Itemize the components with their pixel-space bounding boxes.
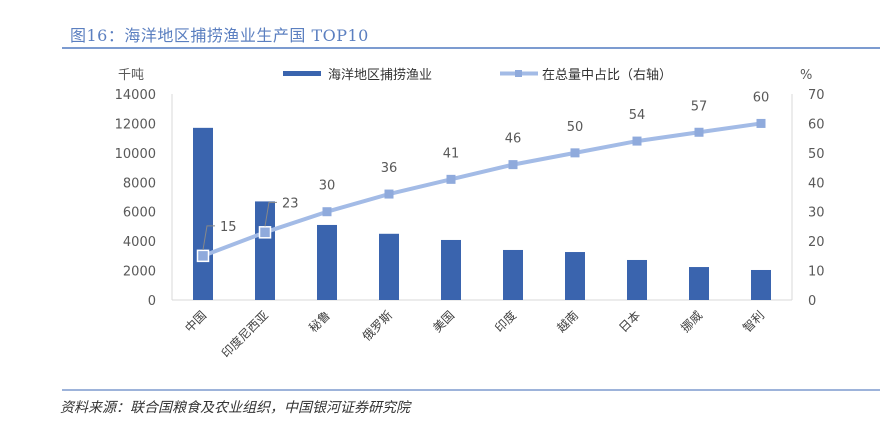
left-tick-label: 12000 (115, 117, 156, 132)
combo-chart: 0 2000 4000 6000 8000 10000 12000 14000 0 10 20 30 4… (115, 67, 825, 361)
bar (689, 267, 709, 300)
category-label: 日本 (616, 308, 643, 335)
source-rule (62, 389, 880, 391)
category-label: 俄罗斯 (360, 308, 395, 343)
leader-line (264, 201, 277, 227)
bar (317, 224, 337, 300)
axes: 0 2000 4000 6000 8000 10000 12000 14000 0 10 20 30 4… (115, 88, 825, 309)
legend-bar-label: 海洋地区捕捞渔业 (328, 67, 432, 83)
category-label: 越南 (554, 308, 582, 336)
line-marker (632, 136, 642, 146)
category-label: 中国 (182, 308, 210, 336)
data-label: 60 (753, 90, 770, 105)
right-tick-label: 40 (808, 176, 825, 191)
category-label: 印度尼西亚 (218, 308, 271, 361)
left-tick-label: 4000 (123, 235, 156, 250)
line-marker (196, 249, 210, 263)
data-label: 50 (567, 120, 584, 135)
line-marker (694, 127, 704, 137)
left-tick-label: 14000 (115, 88, 156, 103)
line-marker (446, 174, 456, 184)
bar (441, 239, 461, 300)
left-tick-label: 8000 (123, 176, 156, 191)
category-label: 印度 (492, 308, 520, 336)
category-label: 秘鲁 (306, 308, 333, 335)
legend-bar-swatch (283, 71, 321, 76)
right-tick-label: 70 (808, 88, 825, 103)
legend-line-label: 在总量中占比（右轴） (542, 68, 672, 83)
data-label: 15 (220, 220, 237, 235)
left-tick-label: 6000 (123, 206, 156, 221)
bar (565, 252, 585, 300)
data-label: 30 (319, 179, 336, 194)
share-line (202, 121, 762, 258)
data-labels: 15 23 30 36 41 46 50 54 57 60 (202, 90, 770, 250)
right-tick-label: 20 (808, 235, 825, 250)
data-label: 57 (691, 99, 708, 114)
right-axis-unit: % (800, 68, 812, 83)
left-axis-unit: 千吨 (118, 68, 144, 83)
data-label: 54 (629, 108, 646, 123)
data-label: 23 (282, 196, 299, 211)
legend-line-marker (515, 70, 522, 77)
line-marker (258, 226, 272, 239)
bar (751, 269, 771, 300)
right-tick-label: 10 (808, 265, 825, 280)
line-marker (756, 118, 766, 128)
right-tick-label: 50 (808, 147, 825, 162)
right-tick-label: 60 (808, 117, 825, 132)
title-rule (62, 47, 880, 49)
category-label: 美国 (430, 308, 457, 335)
figure-title: 图16：海洋地区捕捞渔业生产国 TOP10 (70, 26, 369, 45)
right-tick-label: 30 (808, 206, 825, 221)
right-tick-label: 0 (808, 294, 816, 309)
left-tick-label: 10000 (115, 147, 156, 162)
leader-line (202, 225, 215, 250)
bar (627, 259, 647, 300)
bar-series (193, 127, 771, 300)
bar (503, 249, 523, 300)
left-tick-label: 0 (148, 294, 156, 309)
line-marker (508, 160, 518, 170)
legend: 海洋地区捕捞渔业 在总量中占比（右轴） (283, 67, 672, 83)
category-label: 智利 (740, 308, 768, 336)
line-series (196, 118, 766, 263)
left-tick-label: 2000 (123, 265, 156, 280)
data-label: 36 (381, 161, 398, 176)
bar (379, 233, 399, 300)
category-label: 挪威 (678, 308, 705, 335)
line-marker (570, 148, 580, 158)
data-label: 41 (443, 146, 460, 161)
data-label: 46 (505, 132, 522, 147)
bar (255, 201, 275, 300)
source-note: 资料来源：联合国粮食及农业组织，中国银河证券研究院 (60, 400, 410, 416)
line-marker (322, 207, 332, 217)
bar (193, 127, 213, 300)
category-labels: 中国 印度尼西亚 秘鲁 俄罗斯 美国 印度 越南 日本 挪威 智利 (182, 308, 768, 361)
line-marker (384, 189, 394, 199)
